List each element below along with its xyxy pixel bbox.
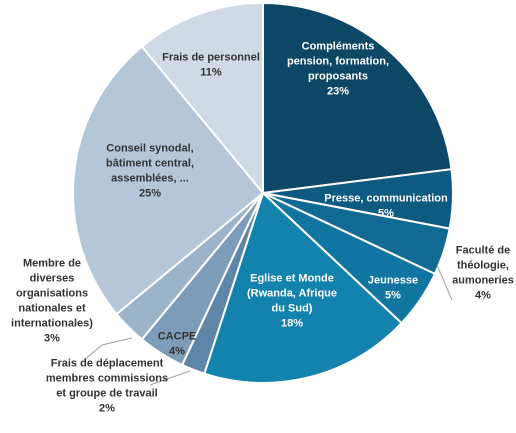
slice-value-label: 5%: [378, 208, 394, 220]
slice-labels: Compléments pension, formation, proposants…: [11, 41, 514, 415]
slice-name-label: bâtiment central,: [106, 158, 194, 170]
slice-name-label: membres commissions: [46, 373, 168, 385]
slice-name-label: aumoneries: [452, 275, 514, 287]
slice-value-label: 25%: [139, 188, 161, 200]
slice-label-2: Faculté de théologie, aumoneries 4%: [452, 245, 514, 302]
slice-label-9: Frais de personnel 11%: [162, 52, 260, 79]
leader-line-frais-deplacement: [149, 370, 191, 386]
pie-slice-9: [140, 1, 264, 196]
slice-name-label: Faculté de: [456, 245, 510, 257]
pie-slices: [72, 1, 454, 384]
slice-name-label: Membre de: [23, 258, 81, 270]
slice-name-label: diverses: [30, 273, 75, 285]
slice-value-label: 11%: [200, 67, 222, 79]
pie-slice-4: [203, 191, 403, 384]
slice-name-label: et groupe de travail: [56, 388, 157, 400]
slice-value-label: 18%: [281, 318, 303, 330]
slice-name-label: Compléments: [302, 41, 375, 53]
leader-line-faculte: [436, 264, 453, 301]
slice-value-label: 4%: [169, 346, 185, 358]
slice-name-label: théologie,: [457, 260, 509, 272]
slice-name-label: proposants: [308, 71, 368, 83]
slice-name-label: Conseil synodal,: [106, 143, 193, 155]
slice-label-0: Compléments pension, formation, proposants…: [287, 41, 389, 98]
slice-label-3: Jeunesse 5%: [368, 275, 418, 302]
slice-name-label: Eglise et Monde: [250, 273, 334, 285]
slice-name-label: (Rwanda, Afrique: [247, 288, 337, 300]
slice-label-8: Conseil synodal, bâtiment central, assembl…: [106, 143, 194, 200]
slice-name-label: Frais de déplacement: [51, 358, 164, 370]
slice-name-label: du Sud): [272, 303, 313, 315]
slice-value-label: 4%: [475, 290, 491, 302]
slice-name-label: internationales): [11, 318, 93, 330]
slice-value-label: 2%: [99, 403, 115, 415]
slice-name-label: assemblées, ...: [111, 173, 189, 185]
leader-line-membre: [83, 337, 133, 361]
slice-name-label: pension, formation,: [287, 56, 389, 68]
slice-name-label: nationales et: [18, 303, 86, 315]
slice-name-label: Jeunesse: [368, 275, 418, 287]
slice-label-4: Eglise et Monde (Rwanda, Afrique du Sud) 18…: [247, 273, 337, 330]
leader-lines: [83, 264, 453, 386]
slice-name-label: Frais de personnel: [162, 52, 260, 64]
pie-slice-8: [72, 45, 265, 316]
pie-slice-0: [262, 1, 453, 195]
slice-name-label: Presse, communication: [324, 193, 448, 205]
slice-label-1: Presse, communication 5%: [324, 193, 448, 220]
slice-value-label: 23%: [327, 86, 349, 98]
slice-label-5: Frais de déplacement membres commissions e…: [46, 358, 168, 415]
slice-label-6: CACPE 4%: [158, 331, 197, 358]
slice-label-7: Membre de diverses organisations nationales…: [11, 258, 93, 345]
slice-name-label: CACPE: [158, 331, 197, 343]
slice-value-label: 5%: [385, 290, 401, 302]
slice-value-label: 3%: [44, 333, 60, 345]
slice-name-label: organisations: [16, 288, 88, 300]
